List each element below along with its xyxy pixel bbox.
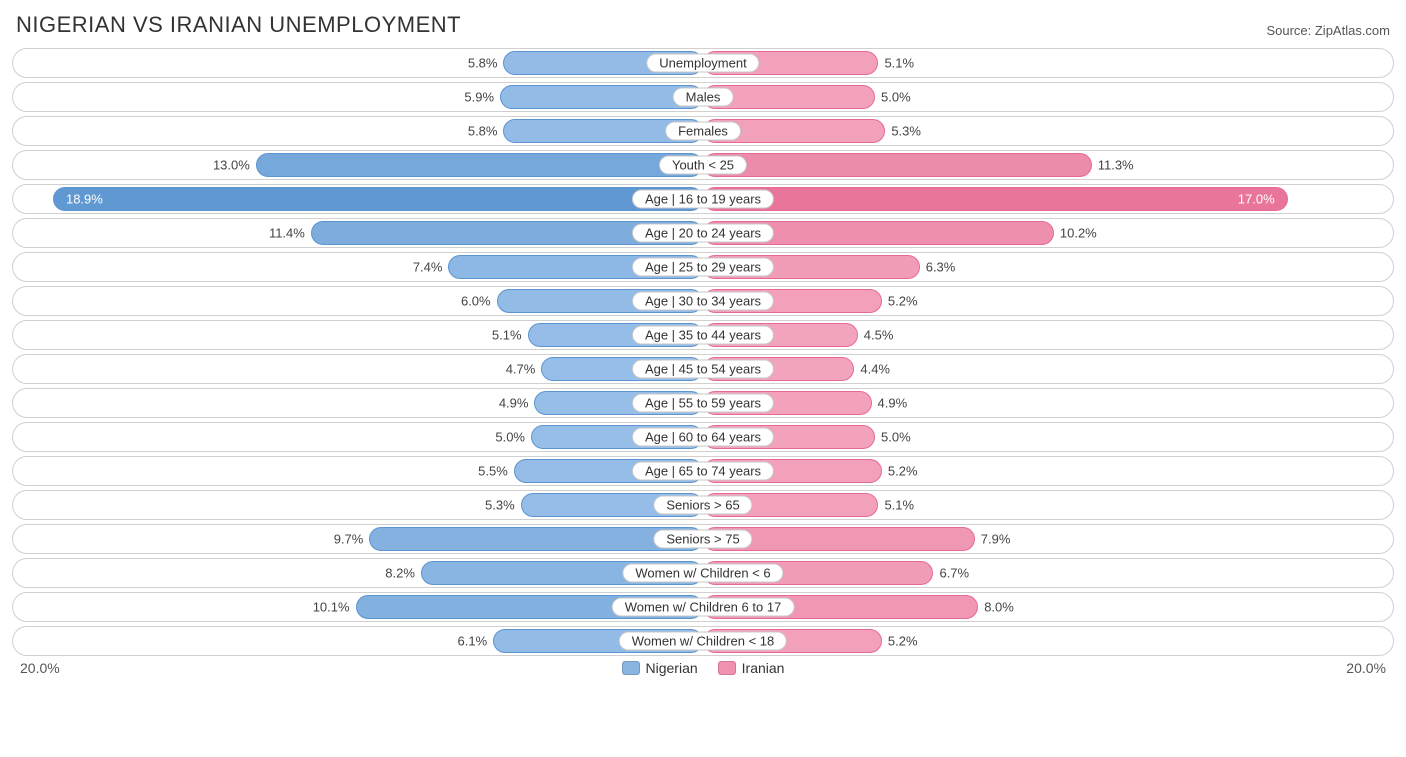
value-left: 5.0% — [495, 430, 525, 445]
value-left: 5.8% — [468, 56, 498, 71]
value-right: 5.0% — [881, 430, 911, 445]
axis-max-right: 20.0% — [1346, 660, 1386, 676]
chart-row: 5.8% 5.1% Unemployment — [12, 48, 1394, 78]
chart-row: 5.5% 5.2% Age | 65 to 74 years — [12, 456, 1394, 486]
bar-right — [703, 187, 1288, 211]
value-right: 5.1% — [884, 56, 914, 71]
value-right: 5.2% — [888, 634, 918, 649]
value-left: 7.4% — [413, 260, 443, 275]
row-label: Age | 16 to 19 years — [632, 190, 774, 209]
chart-row: 6.1% 5.2% Women w/ Children < 18 — [12, 626, 1394, 656]
chart-row: 13.0% 11.3% Youth < 25 — [12, 150, 1394, 180]
chart-row: 18.9% 17.0% Age | 16 to 19 years — [12, 184, 1394, 214]
row-label: Age | 25 to 29 years — [632, 258, 774, 277]
value-right: 5.3% — [891, 124, 921, 139]
value-left: 5.3% — [485, 498, 515, 513]
legend-label-left: Nigerian — [646, 660, 698, 676]
value-right: 4.5% — [864, 328, 894, 343]
value-right: 17.0% — [1238, 192, 1275, 207]
bar-right — [703, 153, 1092, 177]
chart-legend: Nigerian Iranian — [622, 660, 785, 676]
legend-swatch-right — [718, 661, 736, 675]
legend-item-right: Iranian — [718, 660, 785, 676]
source-name: ZipAtlas.com — [1315, 23, 1390, 38]
row-label: Seniors > 75 — [653, 530, 752, 549]
chart-row: 4.7% 4.4% Age | 45 to 54 years — [12, 354, 1394, 384]
value-left: 5.9% — [464, 90, 494, 105]
value-right: 4.9% — [878, 396, 908, 411]
row-label: Age | 65 to 74 years — [632, 462, 774, 481]
chart-row: 11.4% 10.2% Age | 20 to 24 years — [12, 218, 1394, 248]
row-label: Age | 60 to 64 years — [632, 428, 774, 447]
value-right: 6.3% — [926, 260, 956, 275]
value-left: 4.7% — [506, 362, 536, 377]
row-label: Females — [665, 122, 741, 141]
row-label: Women w/ Children 6 to 17 — [612, 598, 795, 617]
axis-max-left: 20.0% — [20, 660, 60, 676]
value-right: 8.0% — [984, 600, 1014, 615]
source-label: Source: — [1266, 23, 1314, 38]
row-label: Women w/ Children < 18 — [619, 632, 787, 651]
chart-row: 8.2% 6.7% Women w/ Children < 6 — [12, 558, 1394, 588]
bar-left — [53, 187, 703, 211]
row-label: Males — [673, 88, 734, 107]
value-left: 6.1% — [458, 634, 488, 649]
legend-swatch-left — [622, 661, 640, 675]
value-right: 10.2% — [1060, 226, 1097, 241]
diverging-bar-chart: 5.8% 5.1% Unemployment 5.9% 5.0% Males 5.8% 5.3… — [12, 48, 1394, 656]
value-right: 7.9% — [981, 532, 1011, 547]
value-left: 11.4% — [269, 226, 305, 241]
value-left: 6.0% — [461, 294, 491, 309]
chart-row: 5.3% 5.1% Seniors > 65 — [12, 490, 1394, 520]
chart-footer: 20.0% Nigerian Iranian 20.0% — [12, 660, 1394, 676]
chart-row: 5.0% 5.0% Age | 60 to 64 years — [12, 422, 1394, 452]
chart-row: 5.9% 5.0% Males — [12, 82, 1394, 112]
row-label: Age | 45 to 54 years — [632, 360, 774, 379]
bar-left — [256, 153, 703, 177]
value-right: 5.0% — [881, 90, 911, 105]
row-label: Seniors > 65 — [653, 496, 752, 515]
value-left: 13.0% — [213, 158, 250, 173]
legend-item-left: Nigerian — [622, 660, 698, 676]
value-right: 6.7% — [939, 566, 969, 581]
value-left: 18.9% — [66, 192, 103, 207]
value-left: 10.1% — [313, 600, 350, 615]
legend-label-right: Iranian — [742, 660, 785, 676]
value-right: 5.2% — [888, 464, 918, 479]
chart-title: NIGERIAN VS IRANIAN UNEMPLOYMENT — [16, 12, 461, 38]
row-label: Unemployment — [646, 54, 759, 73]
value-left: 5.5% — [478, 464, 508, 479]
row-label: Age | 55 to 59 years — [632, 394, 774, 413]
value-right: 5.1% — [884, 498, 914, 513]
value-right: 4.4% — [860, 362, 890, 377]
chart-row: 5.8% 5.3% Females — [12, 116, 1394, 146]
value-right: 11.3% — [1098, 158, 1134, 173]
value-left: 4.9% — [499, 396, 529, 411]
chart-header: NIGERIAN VS IRANIAN UNEMPLOYMENT Source:… — [12, 12, 1394, 38]
chart-row: 4.9% 4.9% Age | 55 to 59 years — [12, 388, 1394, 418]
value-left: 5.8% — [468, 124, 498, 139]
chart-row: 5.1% 4.5% Age | 35 to 44 years — [12, 320, 1394, 350]
row-label: Women w/ Children < 6 — [622, 564, 783, 583]
chart-row: 6.0% 5.2% Age | 30 to 34 years — [12, 286, 1394, 316]
chart-row: 9.7% 7.9% Seniors > 75 — [12, 524, 1394, 554]
value-left: 9.7% — [334, 532, 364, 547]
value-left: 8.2% — [385, 566, 415, 581]
value-right: 5.2% — [888, 294, 918, 309]
row-label: Youth < 25 — [659, 156, 747, 175]
chart-row: 7.4% 6.3% Age | 25 to 29 years — [12, 252, 1394, 282]
chart-row: 10.1% 8.0% Women w/ Children 6 to 17 — [12, 592, 1394, 622]
value-left: 5.1% — [492, 328, 522, 343]
row-label: Age | 30 to 34 years — [632, 292, 774, 311]
row-label: Age | 20 to 24 years — [632, 224, 774, 243]
row-label: Age | 35 to 44 years — [632, 326, 774, 345]
chart-source: Source: ZipAtlas.com — [1266, 23, 1390, 38]
